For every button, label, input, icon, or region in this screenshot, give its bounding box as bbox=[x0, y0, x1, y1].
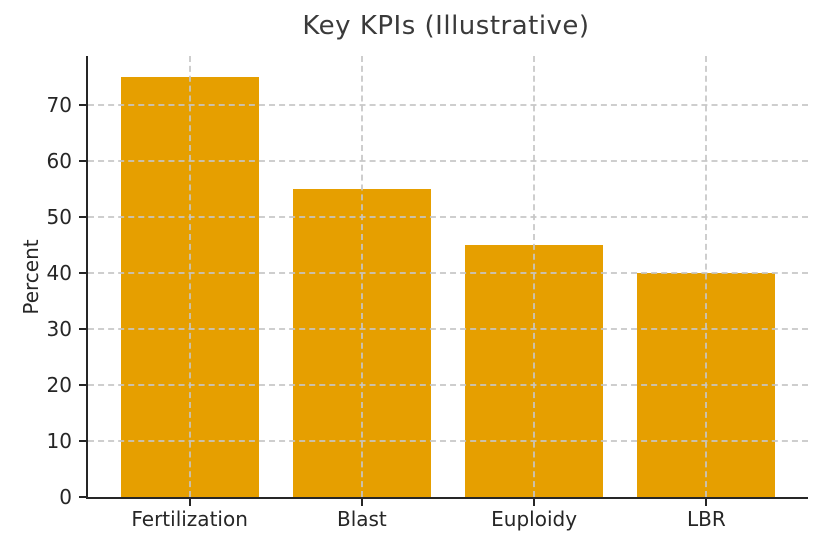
y-tick-label-70: 70 bbox=[46, 93, 72, 117]
x-tick-fertilization bbox=[188, 499, 191, 506]
x-tick-lbr bbox=[705, 499, 708, 506]
gridline-y-30 bbox=[88, 328, 808, 330]
x-tick-label-blast: Blast bbox=[336, 507, 387, 531]
gridline-x-lbr bbox=[705, 56, 708, 497]
gridline-y-50 bbox=[88, 216, 808, 218]
y-tick-label-20: 20 bbox=[46, 373, 72, 397]
gridline-y-20 bbox=[88, 384, 808, 386]
y-tick-60 bbox=[79, 160, 86, 162]
gridline-x-euploidy bbox=[533, 56, 536, 497]
y-tick-label-60: 60 bbox=[46, 149, 72, 173]
gridline-x-fertilization bbox=[188, 56, 191, 497]
gridline-y-70 bbox=[88, 104, 808, 106]
y-tick-40 bbox=[79, 272, 86, 274]
gridline-y-60 bbox=[88, 160, 808, 162]
y-tick-label-40: 40 bbox=[46, 261, 72, 285]
x-tick-label-fertilization: Fertilization bbox=[131, 507, 248, 531]
y-tick-10 bbox=[79, 440, 86, 442]
x-tick-euploidy bbox=[533, 499, 536, 506]
chart-title: Key KPIs (Illustrative) bbox=[302, 11, 590, 41]
y-tick-label-30: 30 bbox=[46, 317, 72, 341]
y-tick-label-10: 10 bbox=[46, 429, 72, 453]
gridline-y-40 bbox=[88, 272, 808, 274]
y-tick-20 bbox=[79, 384, 86, 386]
x-tick-label-euploidy: Euploidy bbox=[491, 507, 578, 531]
y-tick-0 bbox=[79, 496, 86, 498]
y-tick-30 bbox=[79, 328, 86, 330]
gridline-y-10 bbox=[88, 440, 808, 442]
y-tick-50 bbox=[79, 216, 86, 218]
y-tick-label-50: 50 bbox=[46, 205, 72, 229]
x-tick-blast bbox=[360, 499, 363, 506]
y-tick-70 bbox=[79, 104, 86, 106]
plot-area: 0 10 20 30 40 50 60 70 Fertilization Blast Euploid… bbox=[47, 56, 808, 531]
gridline-x-blast bbox=[360, 56, 363, 497]
y-tick-label-0: 0 bbox=[59, 485, 72, 509]
x-tick-label-lbr: LBR bbox=[686, 507, 726, 531]
